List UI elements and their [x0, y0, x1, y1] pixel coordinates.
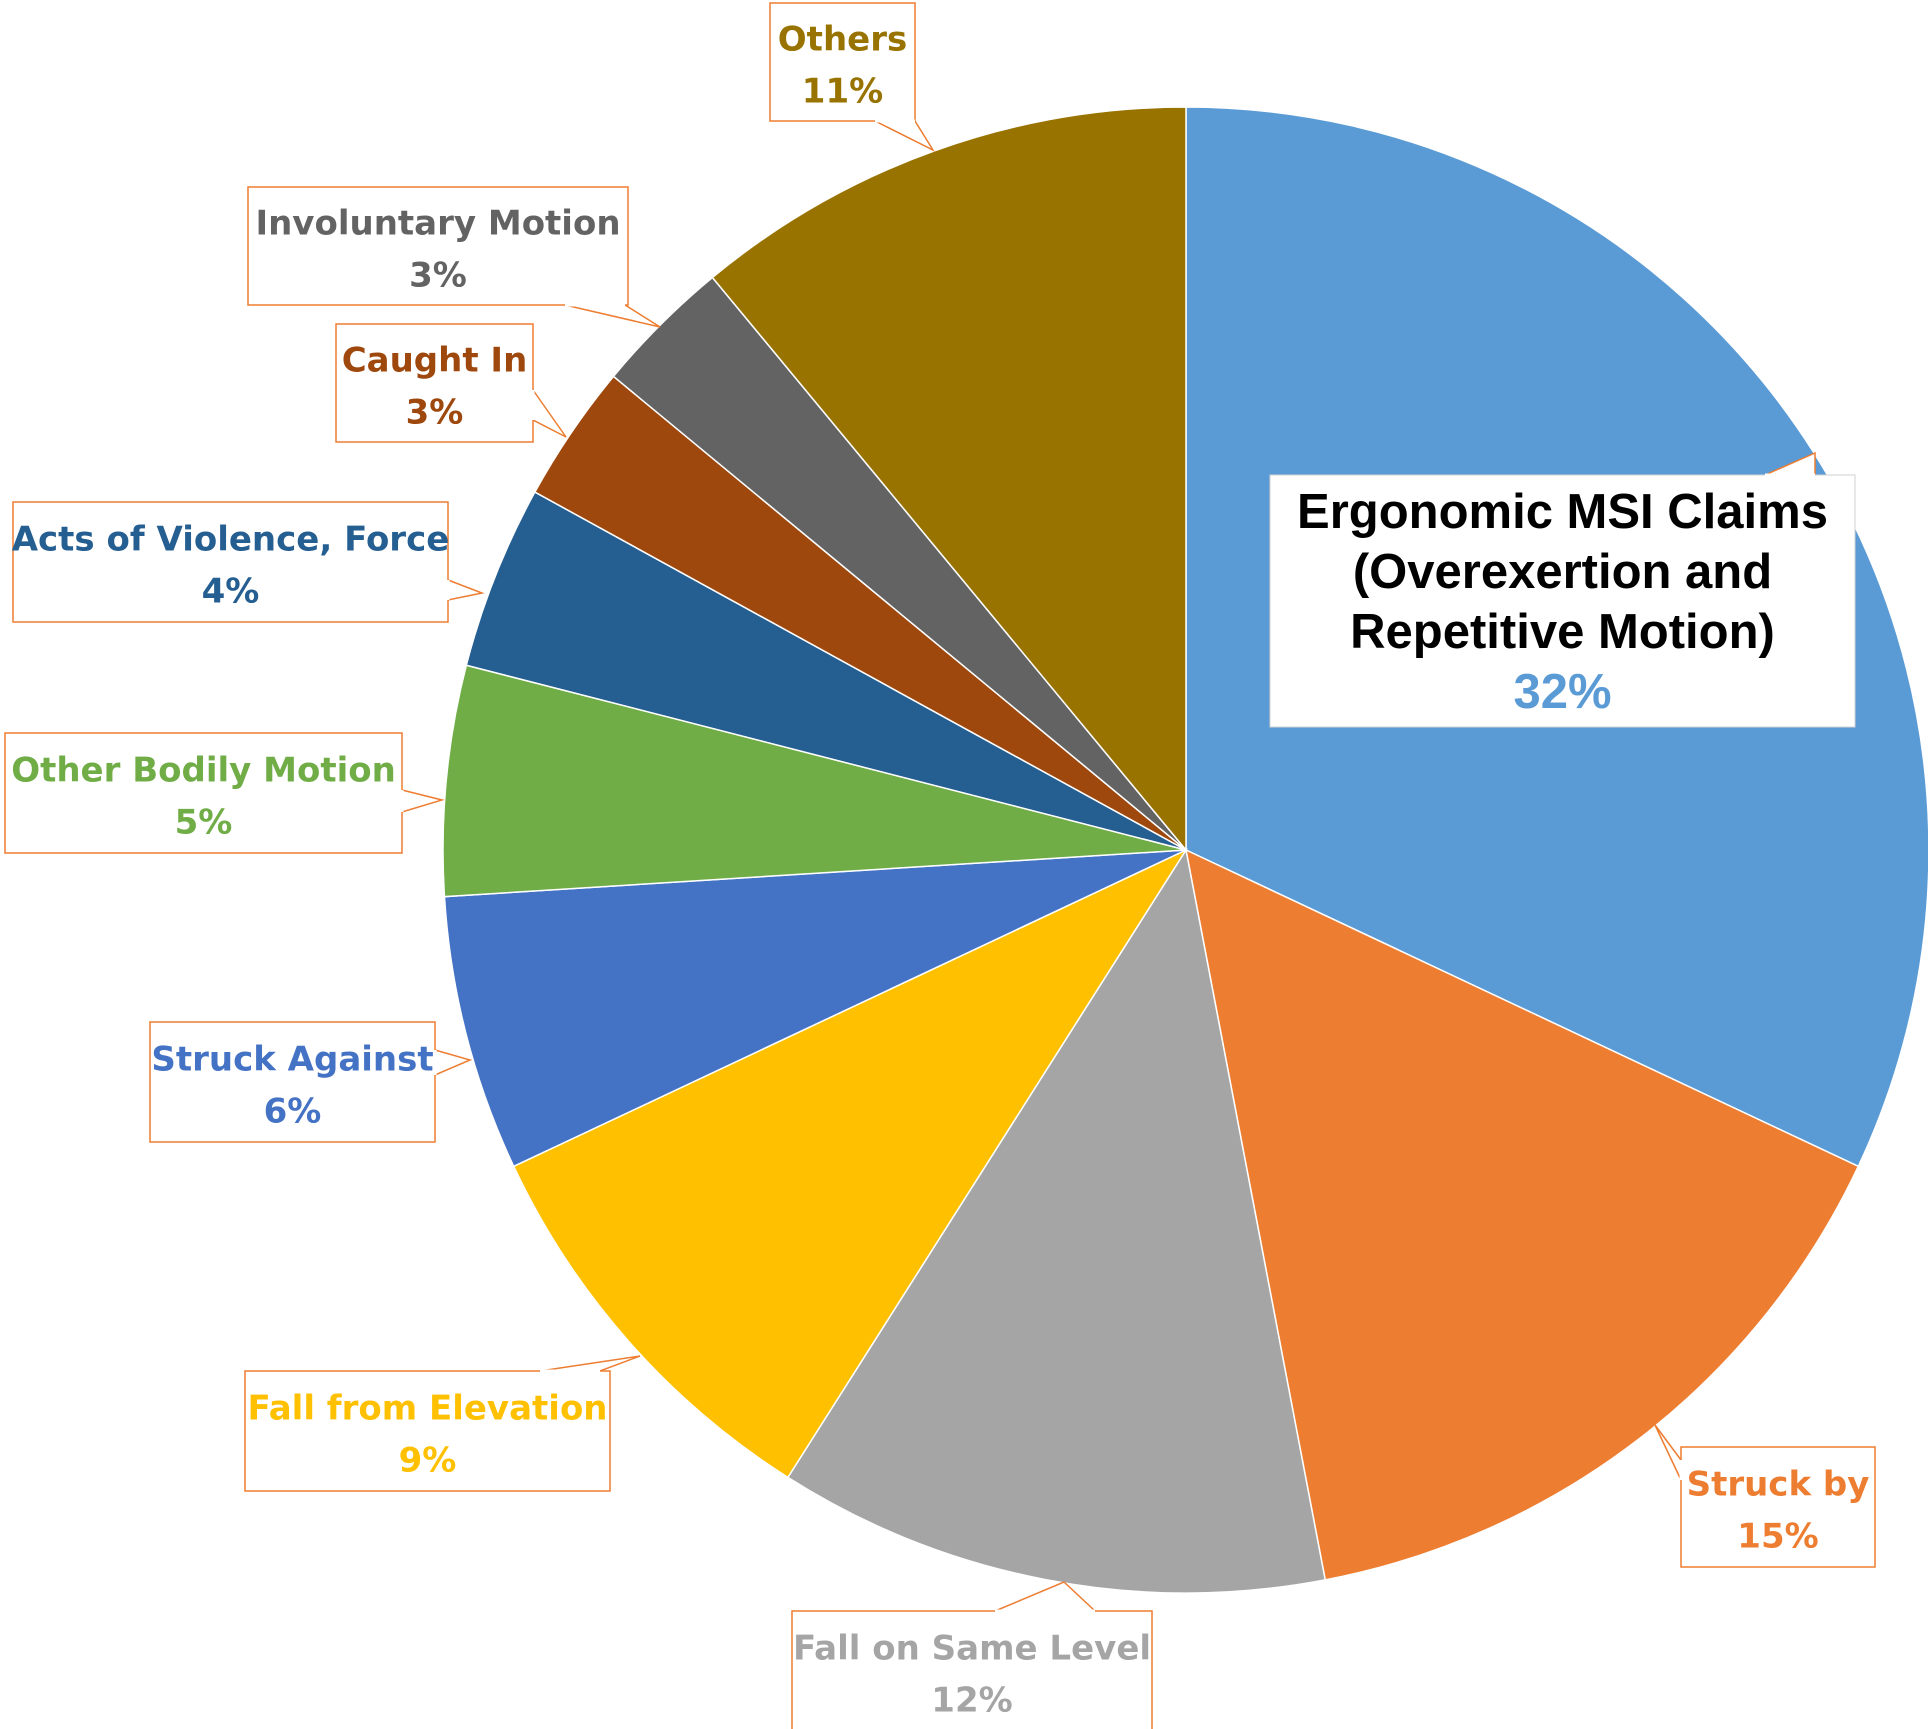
pie-slice-1 [1184, 848, 1860, 1581]
callout-box-0 [1269, 474, 1856, 728]
callout-box-9 [769, 2, 916, 122]
data-labels: Ergonomic MSI Claims (Overexertion and Rep… [11, 20, 1869, 1721]
slice-label-value-4: 6% [264, 1092, 322, 1132]
slice-label-value-6: 4% [202, 572, 260, 612]
callout-leader-6 [447, 578, 485, 601]
callout-box-1 [1680, 1446, 1876, 1568]
callout-leader-1 [1654, 1424, 1682, 1481]
slice-label-name-3: Fall from Elevation [247, 1389, 607, 1429]
callout-box-5 [4, 732, 403, 854]
callout-leader-2 [994, 1581, 1097, 1612]
callout-leader-5 [401, 789, 445, 814]
pie-slice-5 [442, 664, 1187, 898]
slice-label-name-0: Ergonomic MSI Claims (Overexertion and Rep… [1297, 485, 1828, 659]
slice-label-name-7: Caught In [342, 341, 528, 381]
slice-label-value-8: 3% [409, 256, 467, 296]
slice-label-name-9: Others [778, 20, 907, 60]
pie-slice-4 [443, 849, 1187, 1168]
pie-slice-6 [465, 491, 1187, 851]
slice-label-name-1: Struck by [1687, 1465, 1870, 1505]
callout-box-2 [791, 1610, 1153, 1729]
pie-slices [442, 106, 1928, 1594]
callout-box-6 [12, 501, 449, 623]
slice-label-value-3: 9% [399, 1441, 457, 1481]
slice-label-value-7: 3% [406, 393, 464, 433]
callout-leader-3 [539, 1355, 641, 1372]
callout-box-8 [247, 186, 629, 306]
slice-label-name-6: Acts of Violence, Force [12, 520, 450, 560]
slice-label-value-0: 32% [1513, 665, 1611, 719]
slice-label-name-4: Struck Against [151, 1040, 433, 1080]
pie-slice-2 [786, 847, 1327, 1594]
slice-label-value-9: 11% [802, 72, 883, 112]
callout-box-7 [335, 323, 534, 443]
callout-leaders [4, 2, 1876, 1729]
slice-label-name-2: Fall on Same Level [793, 1629, 1151, 1669]
slice-label-value-5: 5% [175, 803, 233, 843]
callout-box-3 [244, 1370, 611, 1492]
callout-leader-8 [564, 304, 661, 328]
pie-slice-3 [512, 848, 1189, 1479]
slice-label-name-8: Involuntary Motion [255, 204, 620, 244]
callout-box-4 [149, 1021, 436, 1143]
callout-leader-4 [434, 1049, 473, 1077]
slice-label-name-5: Other Bodily Motion [11, 751, 396, 791]
callout-leader-9 [874, 120, 936, 152]
slice-label-value-1: 15% [1737, 1517, 1818, 1557]
slice-label-value-2: 12% [931, 1681, 1012, 1721]
callout-leader-7 [532, 387, 567, 438]
